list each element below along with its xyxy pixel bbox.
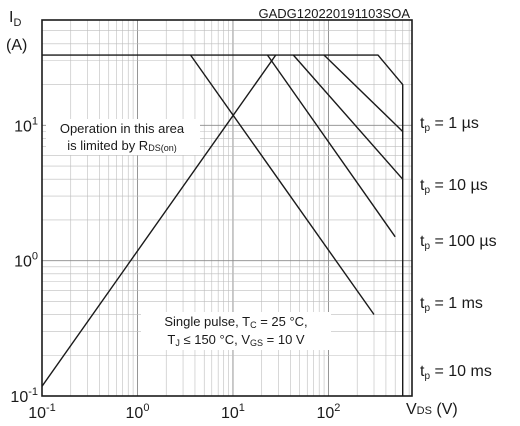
y-tick-label: 10-1 xyxy=(10,386,38,406)
conditions-line2-c: = 10 V xyxy=(263,332,305,347)
y-tick-exponent: 1 xyxy=(32,115,38,127)
pulse-label-sub: p xyxy=(424,123,430,134)
pulse-label-value: = 10 µs xyxy=(430,177,488,194)
y-tick-label: 100 xyxy=(14,251,38,271)
pulse-label-value: = 1 ms xyxy=(430,295,483,312)
x-tick-base: 10 xyxy=(28,405,46,422)
series-line-2 xyxy=(190,54,375,315)
pulse-label-main: t xyxy=(420,233,425,250)
conditions-line1-sub: C xyxy=(250,320,257,330)
rds-annotation-sub: DS(on) xyxy=(148,143,177,153)
conditions-line2-b: ≤ 150 °C, V xyxy=(180,332,250,347)
x-tick-base: 10 xyxy=(316,405,334,422)
x-tick-label: 102 xyxy=(316,402,340,422)
series-line-3 xyxy=(266,54,396,238)
pulse-label-value: = 10 ms xyxy=(430,363,492,380)
rds-annotation-prefix: is limited by R xyxy=(67,138,148,153)
x-axis-label-unit: (V) xyxy=(432,401,458,418)
pulse-label-value: = 1 µs xyxy=(430,115,479,132)
x-tick-labels: 10-1 100 101 102 xyxy=(28,402,340,422)
conditions-line2-b-sub: GS xyxy=(250,338,263,348)
pulse-label-sub: p xyxy=(424,241,430,252)
pulse-label-2: tp = 10 µs xyxy=(420,177,488,196)
y-axis-label-main: I xyxy=(9,9,13,26)
rds-annotation-line2: is limited by RDS(on) xyxy=(67,138,176,153)
pulse-label-value: = 100 µs xyxy=(430,233,497,250)
conditions-line1-suffix: = 25 °C, xyxy=(257,314,308,329)
x-tick-label: 10-1 xyxy=(28,402,56,422)
y-axis-unit: (A) xyxy=(6,37,27,54)
pulse-label-main: t xyxy=(420,177,425,194)
conditions-line1: Single pulse, TC = 25 °C, xyxy=(164,314,307,330)
conditions-line2: TJ ≤ 150 °C, VGS = 10 V xyxy=(167,332,305,348)
pulse-label-sub: p xyxy=(424,185,430,196)
conditions-line2-a-sub: J xyxy=(175,338,180,348)
y-tick-base: 10 xyxy=(10,389,28,406)
x-tick-exponent: 2 xyxy=(334,402,340,414)
pulse-label-5: tp = 10 ms xyxy=(420,363,492,382)
x-axis-label-main: V xyxy=(406,401,417,418)
x-tick-exponent: -1 xyxy=(46,402,56,414)
curves xyxy=(41,54,404,396)
series-line-5 xyxy=(323,54,404,133)
x-axis-label: VDS (V) xyxy=(406,401,458,418)
series-line-4 xyxy=(292,54,404,180)
doc-code: GADG120220191103SOA xyxy=(258,6,410,21)
pulse-label-sub: p xyxy=(424,303,430,314)
x-tick-exponent: 0 xyxy=(143,402,149,414)
y-tick-label: 101 xyxy=(14,115,38,135)
x-tick-label: 101 xyxy=(221,402,245,422)
x-tick-exponent: 1 xyxy=(239,402,245,414)
y-tick-exponent: 0 xyxy=(32,251,38,263)
pulse-label-1: tp = 1 µs xyxy=(420,115,479,134)
rds-annotation-line1: Operation in this area xyxy=(60,121,185,136)
pulse-label-4: tp = 1 ms xyxy=(420,295,483,314)
x-tick-base: 10 xyxy=(221,405,239,422)
series-line-1 xyxy=(41,54,277,387)
y-axis-label: ID xyxy=(9,9,21,29)
plot-frame xyxy=(41,19,413,397)
conditions-annotation-box xyxy=(141,312,331,350)
y-tick-exponent: -1 xyxy=(28,386,38,398)
conditions-line1-prefix: Single pulse, T xyxy=(164,314,250,329)
y-tick-base: 10 xyxy=(14,254,32,271)
pulse-label-main: t xyxy=(420,295,425,312)
x-axis-label-sub: DS xyxy=(417,405,432,417)
x-tick-label: 100 xyxy=(126,402,150,422)
y-tick-base: 10 xyxy=(14,118,32,135)
y-axis-label-sub: D xyxy=(13,17,21,29)
pulse-label-main: t xyxy=(420,363,425,380)
conditions-line2-a: T xyxy=(167,332,175,347)
series-line-6 xyxy=(42,54,404,396)
rds-annotation-box xyxy=(46,119,200,155)
pulse-label-sub: p xyxy=(424,371,430,382)
pulse-label-3: tp = 100 µs xyxy=(420,233,497,252)
pulse-label-main: t xyxy=(420,115,425,132)
x-tick-base: 10 xyxy=(126,405,144,422)
